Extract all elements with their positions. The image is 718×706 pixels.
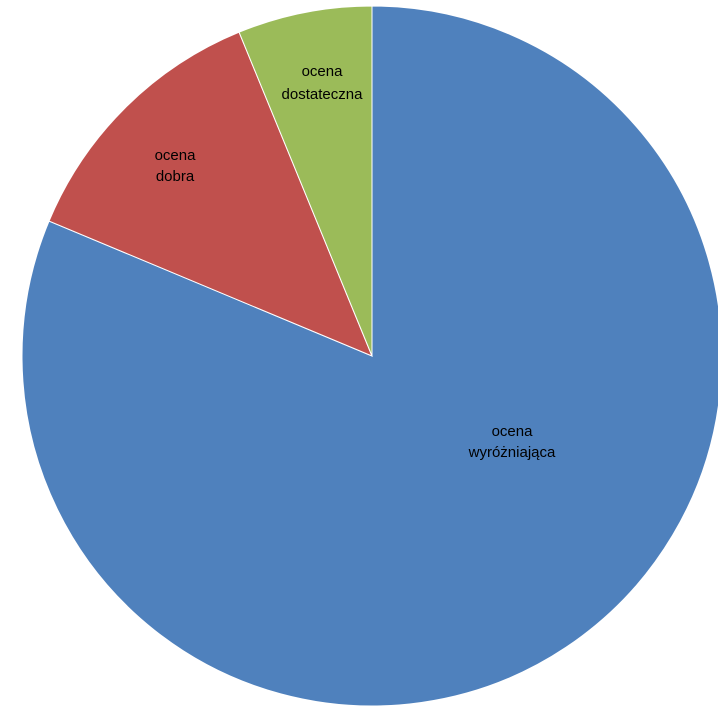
pie-slice-label-line: wyróżniająca <box>468 444 556 461</box>
pie-slice-label-line: ocena <box>155 147 197 164</box>
pie-slice-1 <box>21 5 718 706</box>
pie-slice-label-3: ocena dostateczna <box>282 63 364 103</box>
pie-slice-2 <box>48 31 373 357</box>
pie-slice-3 <box>238 5 373 357</box>
pie-slice-label-line: dobra <box>156 168 195 185</box>
pie-slice-label-line: ocena <box>492 423 534 440</box>
pie-slice-label-2: ocena dobra <box>155 147 197 185</box>
pie-slices <box>21 5 718 706</box>
pie-labels: ocena wyróżniająca ocena dobra ocena dostatec… <box>155 63 556 461</box>
pie-slice-label-1: ocena wyróżniająca <box>468 423 556 461</box>
pie-slice-label-line: dostateczna <box>282 86 364 103</box>
pie-slice-label-line: ocena <box>302 63 344 80</box>
